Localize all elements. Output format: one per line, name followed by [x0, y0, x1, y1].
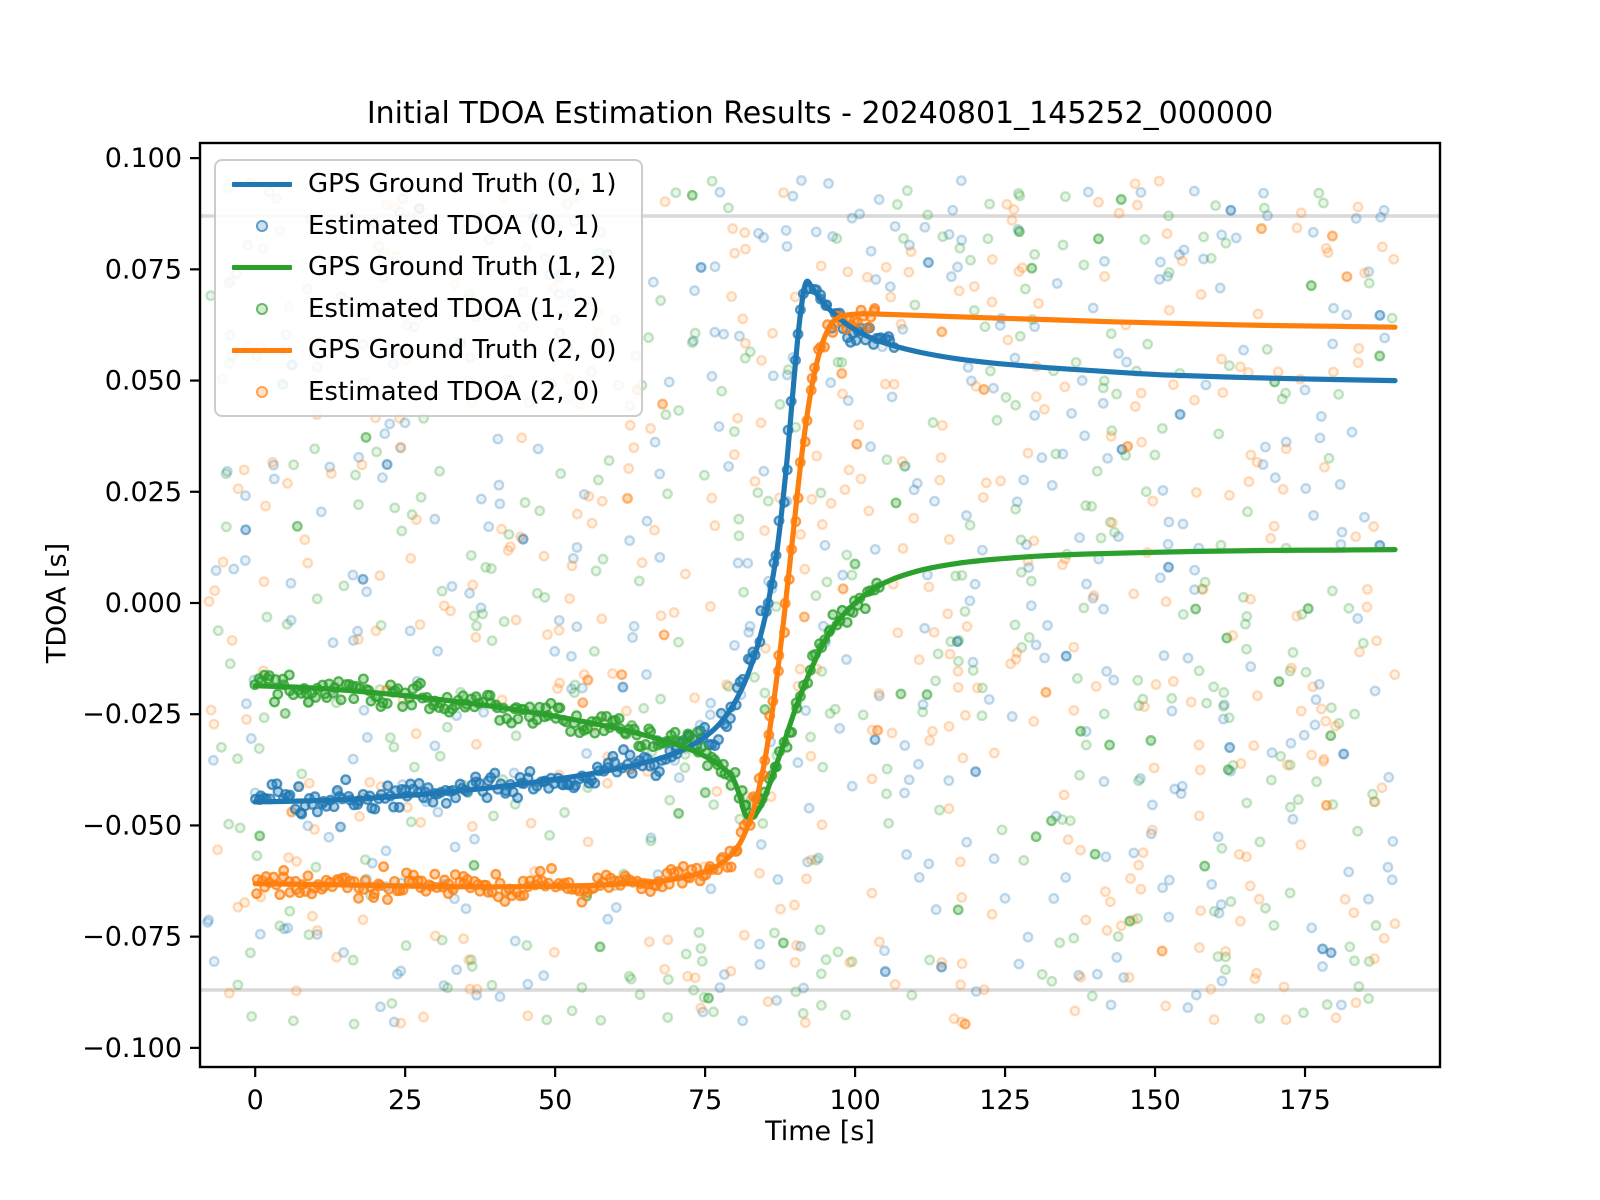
legend-item-estimated-tdoa-0-1: Estimated TDOA (0, 1): [216, 206, 641, 246]
legend-item-estimated-tdoa-2-0: Estimated TDOA (2, 0): [216, 372, 641, 412]
legend-line-swatch-green: [232, 264, 292, 270]
legend-item-gps-ground-truth-1-2: GPS Ground Truth (1, 2): [216, 247, 641, 287]
legend-label: Estimated TDOA (2, 0): [308, 376, 600, 407]
legend-marker-swatch-orange: [256, 385, 268, 398]
legend-item-gps-ground-truth-2-0: GPS Ground Truth (2, 0): [216, 330, 641, 370]
y-tick-label: −0.050: [82, 810, 182, 841]
legend: GPS Ground Truth (0, 1) Estimated TDOA (…: [214, 159, 643, 417]
y-tick-label: 0.050: [105, 366, 182, 397]
curve-gps-ground-truth-0-1-: [252, 278, 1398, 805]
legend-label: Estimated TDOA (1, 2): [308, 293, 600, 324]
y-tick-label: 0.000: [105, 588, 182, 619]
axes: 0 25 50 75 100 125 150 175 0.100 0.075 0.050 0.025 0…: [82, 141, 1442, 1116]
y-axis-label: TDOA [s]: [41, 542, 73, 664]
y-tick-label: 0.100: [105, 143, 182, 174]
x-tick-label: 50: [538, 1085, 572, 1116]
x-tick-label: 0: [247, 1085, 264, 1116]
legend-label: GPS Ground Truth (2, 0): [308, 335, 617, 366]
y-tick-label: 0.075: [105, 254, 182, 285]
x-tick-label: 100: [829, 1085, 881, 1116]
curve-gps-ground-truth-2-0-: [252, 311, 1398, 890]
legend-marker-swatch-green: [256, 302, 268, 315]
y-tick-label: −0.100: [82, 1033, 182, 1064]
y-tick-label: 0.025: [105, 477, 182, 508]
x-tick-label: 175: [1279, 1085, 1331, 1116]
y-tick-label: −0.075: [82, 922, 182, 953]
curve-gps-ground-truth-1-2-: [252, 547, 1398, 821]
legend-item-estimated-tdoa-1-2: Estimated TDOA (1, 2): [216, 289, 641, 329]
chart-title: Initial TDOA Estimation Results - 202408…: [366, 96, 1274, 131]
legend-label: GPS Ground Truth (0, 1): [308, 169, 617, 200]
legend-line-swatch-orange: [232, 347, 292, 353]
x-tick-label: 125: [979, 1085, 1031, 1116]
legend-label: Estimated TDOA (0, 1): [308, 210, 600, 241]
legend-label: GPS Ground Truth (1, 2): [308, 252, 617, 283]
legend-marker-swatch-blue: [256, 219, 268, 232]
x-tick-label: 25: [388, 1085, 422, 1116]
x-tick-label: 75: [688, 1085, 722, 1116]
x-axis-label: Time [s]: [765, 1116, 875, 1147]
legend-item-gps-ground-truth-0-1: GPS Ground Truth (0, 1): [216, 164, 641, 204]
y-tick-label: −0.025: [82, 699, 182, 730]
x-tick-label: 150: [1129, 1085, 1181, 1116]
legend-line-swatch-blue: [232, 181, 292, 187]
